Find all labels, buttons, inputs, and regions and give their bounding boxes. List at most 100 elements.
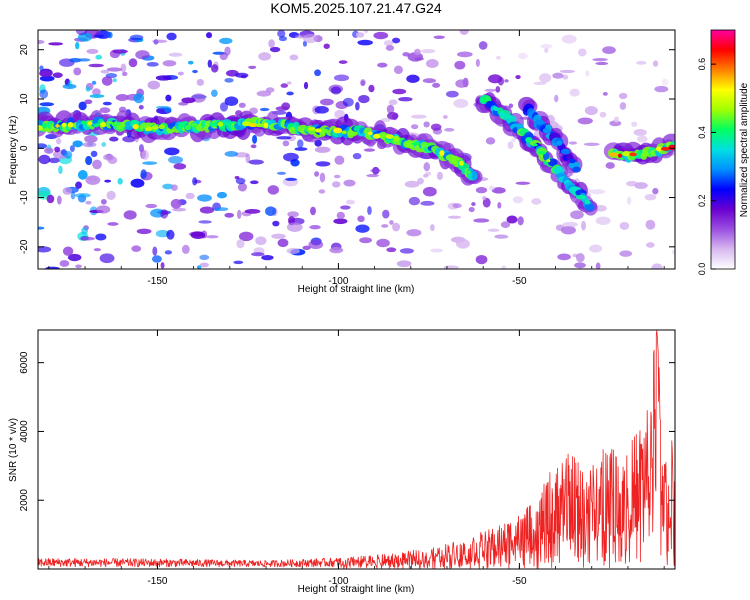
spectrogram-noise-cell (69, 57, 82, 63)
spectrogram-ridge-peak (367, 131, 373, 136)
spectrogram-noise-cell (485, 137, 496, 145)
spectrogram-noise-cell (303, 81, 309, 90)
spectrogram-noise-cell (38, 226, 45, 230)
spectrogram-noise-cell (250, 252, 265, 257)
spectrogram-ridge-peak (67, 122, 74, 128)
spectrogram-ridge-peak (655, 146, 663, 152)
spectrogram-noise-cell (166, 32, 177, 41)
spectrogram-noise-cell (258, 52, 272, 61)
spectrogram-noise-cell (443, 265, 459, 269)
spectrogram-noise-cell (245, 153, 251, 164)
spectrogram-noise-cell (136, 228, 152, 235)
spectrogram-noise-cell (224, 212, 234, 218)
spectrogram-noise-cell (224, 96, 239, 107)
snr-panel: -150 -100 -50 2000 4000 6000 Height of straig… (8, 329, 676, 595)
spectrogram-noise-cell (99, 107, 111, 114)
spectrogram-noise-cell (512, 196, 524, 204)
spectrogram-ridge-peak (542, 127, 550, 134)
spectrogram-noise-cell (86, 48, 99, 54)
spectrogram-noise-cell (210, 64, 219, 73)
spectrogram-noise-cell (88, 63, 104, 68)
y-tick-label: -20 (19, 239, 30, 254)
spectrogram-noise-cell (121, 71, 128, 77)
spectrogram-noise-cell (46, 194, 55, 204)
spectrogram-ridge-peak (534, 119, 545, 125)
spectrogram-noise-cell (609, 120, 622, 127)
spectrogram-noise-cell (442, 114, 448, 119)
spectrogram-noise-cell (101, 141, 107, 147)
spectrogram-noise-cell (484, 88, 497, 92)
spectrogram-noise-cell (129, 34, 144, 41)
spectrogram-noise-cell (430, 123, 442, 131)
spectrogram-noise-cell (70, 191, 76, 200)
spectrogram-ridge-peak (341, 130, 347, 135)
spectrogram-noise-cell (196, 78, 204, 86)
spectrogram-noise-cell (276, 171, 287, 175)
spectrogram-noise-cell (373, 31, 389, 40)
spectrogram-noise-cell (90, 150, 98, 158)
spectrogram-noise-cell (453, 98, 469, 108)
spectrogram-noise-cell (515, 75, 521, 80)
spectrogram-noise-cell (654, 85, 669, 93)
spectrogram-noise-cell (402, 52, 410, 57)
spectrogram-noise-cell (568, 141, 578, 145)
spectrogram-noise-cell (595, 262, 601, 269)
spectrogram-noise-cell (48, 42, 64, 46)
spectrogram-noise-cell (392, 88, 407, 95)
spectrogram-noise-cell (447, 215, 462, 219)
spectrogram-noise-cell (475, 186, 488, 194)
spectrogram-ridge-peak (373, 133, 381, 139)
spectrogram-noise-cell (500, 221, 511, 229)
spectrogram-noise-cell (404, 180, 420, 188)
spectrogram-noise-cell (497, 202, 502, 209)
spectrogram-noise-cell (544, 47, 549, 54)
spectrogram-noise-cell (75, 264, 82, 269)
spectrogram-noise-cell (117, 178, 123, 185)
spectrogram-noise-cell (99, 253, 115, 264)
spectrogram-ridge-peak (533, 143, 538, 147)
x-tick-label: -50 (512, 276, 527, 287)
y-tick-label: 6000 (19, 351, 30, 374)
spectrogram-noise-cell (100, 69, 110, 74)
spectrogram-noise-cell (219, 52, 228, 61)
spectrogram-ridge-peak (480, 98, 486, 103)
spectrogram-noise-cell (381, 224, 389, 228)
spectrogram-noise-cell (644, 193, 657, 201)
spectrogram-noise-cell (100, 198, 107, 205)
spectrogram-noise-cell (507, 141, 514, 149)
spectrogram-noise-cell (96, 205, 111, 214)
spectrogram-noise-cell (164, 250, 173, 255)
colorbar-scale (711, 30, 735, 269)
spectrogram-noise-cell (581, 220, 586, 231)
spectrogram-noise-cell (59, 260, 70, 267)
spectrogram-noise-cell (494, 234, 509, 239)
spectrogram-noise-cell (185, 192, 195, 200)
spectrogram-noise-cell (531, 198, 542, 205)
spectrogram-noise-cell (471, 202, 476, 207)
spectrogram-noise-cell (424, 171, 432, 176)
spectrogram-noise-cell (398, 97, 413, 102)
spectrogram-noise-cell (58, 165, 63, 175)
spectrogram-ridge-peak (184, 124, 191, 131)
spectrogram-noise-cell (130, 178, 145, 188)
spectrogram-noise-cell (249, 180, 259, 185)
spectrogram-ridge-peak (617, 153, 623, 158)
spectrogram-noise-cell (199, 262, 209, 268)
spectrogram-noise-cell (651, 263, 663, 269)
spectrogram-noise-cell (44, 147, 54, 154)
spectrogram-noise-cell (152, 39, 168, 43)
spectrogram-noise-cell (170, 198, 182, 209)
spectrogram-noise-cell (106, 190, 116, 200)
spectrogram-noise-cell (84, 135, 98, 143)
x-tick-label: -150 (147, 576, 167, 587)
spectrogram-noise-cell (533, 81, 547, 86)
spectrogram-noise-cell (343, 179, 356, 187)
spectrogram-noise-cell (197, 194, 212, 202)
spectrogram-noise-cell (576, 253, 585, 263)
spectrogram-noise-cell (107, 31, 113, 39)
spectrogram-noise-cell (248, 159, 264, 165)
spectrogram-ridge-peak (111, 122, 122, 127)
spectrogram-ridge-peak (191, 123, 198, 128)
spectrogram-noise-cell (501, 265, 507, 269)
spectrogram-noise-cell (255, 236, 267, 246)
